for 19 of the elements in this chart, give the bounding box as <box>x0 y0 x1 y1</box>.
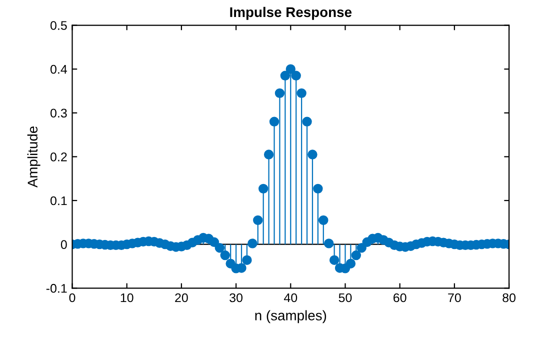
y-tick-label: 0.3 <box>50 108 67 118</box>
x-tick-label: 80 <box>502 293 516 302</box>
y-axis-title: Amplitude <box>27 126 40 188</box>
chart-title: Impulse Response <box>230 6 352 20</box>
y-tick-label: 0.1 <box>50 196 67 206</box>
x-tick-label: 50 <box>338 293 352 302</box>
y-tick-label: -0.1 <box>46 284 67 293</box>
x-axis-title: n (samples) <box>255 310 326 324</box>
x-tick-label: 0 <box>69 293 76 302</box>
x-tick-label: 60 <box>394 293 406 302</box>
y-tick-label: 0 <box>60 240 67 249</box>
x-tick-label: 70 <box>448 293 461 302</box>
y-tick-label: 0.4 <box>50 64 68 74</box>
x-tick-label: 30 <box>230 293 243 302</box>
x-tick-label: 10 <box>120 293 134 302</box>
y-tick-label: 0.2 <box>50 152 67 162</box>
x-tick-label: 40 <box>284 293 298 302</box>
x-tick-label: 20 <box>175 293 188 302</box>
y-tick-label: 0.5 <box>50 21 67 30</box>
